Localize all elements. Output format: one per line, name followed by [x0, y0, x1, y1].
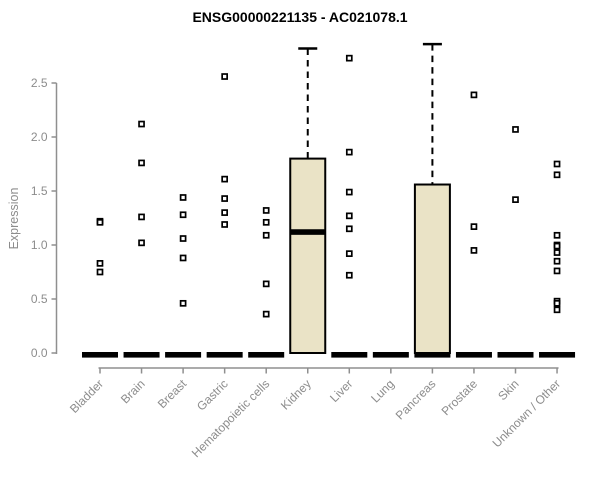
- zero-median-bar-bladder: [82, 352, 118, 358]
- outlier-point-breast-4: [179, 299, 187, 307]
- zero-median-bar-hematopoietic-cells: [248, 352, 285, 358]
- x-tick-label-skin: Skin: [495, 377, 521, 403]
- outlier-point-hematopoietic-cells-0: [262, 207, 270, 214]
- outlier-point-breast-1: [179, 211, 187, 219]
- outlier-point-liver-5: [345, 250, 353, 257]
- zero-median-bar-brain: [123, 352, 160, 358]
- outlier-point-liver-3: [345, 212, 353, 220]
- zero-median-bar-lung: [372, 352, 409, 358]
- y-tick-label: 1.5: [31, 184, 48, 198]
- x-tick-label-brain: Brain: [118, 377, 148, 407]
- box-pancreas: [413, 183, 451, 354]
- zero-median-bar-liver: [331, 352, 368, 358]
- outlier-point-liver-4: [345, 225, 353, 233]
- outlier-point-unknown-other-2: [553, 231, 561, 239]
- outlier-point-bladder-1: [96, 218, 104, 226]
- outlier-point-brain-1: [138, 159, 145, 167]
- outlier-point-skin-0: [512, 126, 519, 133]
- outlier-point-breast-3: [179, 254, 187, 262]
- outlier-point-unknown-other-1: [553, 171, 561, 179]
- outlier-point-prostate-1: [470, 223, 478, 230]
- y-tick-label: 2.0: [31, 130, 48, 144]
- plot-area: 0.0 0.5 1.0 1.5 2.0 2.5 Bladder Brain Breast Gast…: [31, 42, 576, 460]
- outlier-point-hematopoietic-cells-1: [262, 218, 270, 226]
- x-tick-label-hematopoietic-cells: Hematopoietic cells: [189, 377, 272, 460]
- x-tick-label-liver: Liver: [327, 377, 355, 405]
- outlier-point-prostate-2: [470, 247, 478, 254]
- outlier-point-liver-0: [345, 54, 353, 62]
- outlier-point-unknown-other-9: [553, 299, 561, 307]
- zero-median-bar-prostate: [455, 352, 492, 358]
- outlier-point-gastric-2: [221, 195, 228, 202]
- outlier-point-gastric-4: [221, 221, 228, 228]
- y-tick-label: 1.0: [31, 238, 48, 252]
- outlier-point-unknown-other-5: [553, 249, 561, 256]
- y-tick-label: 2.5: [31, 76, 48, 90]
- outlier-point-unknown-other-4: [553, 242, 561, 250]
- outlier-point-liver-1: [345, 148, 353, 156]
- median-kidney: [290, 229, 326, 235]
- chart-title: ENSG00000221135 - AC021078.1: [192, 9, 407, 25]
- zero-median-bar-gastric: [206, 352, 243, 358]
- outlier-point-brain-3: [138, 239, 145, 247]
- outlier-point-gastric-3: [221, 209, 228, 216]
- outlier-point-brain-2: [138, 213, 145, 221]
- zero-median-bar-pancreas: [414, 352, 451, 358]
- x-tick-label-bladder: Bladder: [67, 377, 106, 416]
- outlier-point-hematopoietic-cells-2: [262, 231, 270, 239]
- y-tick-label: 0.5: [31, 292, 48, 306]
- zero-median-bar-unknown-other: [539, 352, 576, 358]
- outlier-point-unknown-other-7: [553, 267, 561, 275]
- outlier-point-skin-1: [512, 196, 519, 203]
- outlier-point-breast-2: [179, 235, 187, 242]
- x-tick-label-pancreas: Pancreas: [393, 377, 439, 423]
- x-tick-label-kidney: Kidney: [278, 377, 314, 413]
- outlier-point-gastric-1: [221, 175, 228, 183]
- x-tick-label-gastric: Gastric: [194, 377, 231, 414]
- zero-median-bar-skin: [497, 352, 534, 358]
- outlier-point-prostate-0: [470, 91, 478, 99]
- y-tick-label: 0.0: [31, 346, 48, 360]
- outlier-point-unknown-other-0: [553, 160, 561, 168]
- outlier-point-brain-0: [138, 120, 145, 128]
- box-kidney: [289, 157, 327, 354]
- outlier-point-unknown-other-10: [553, 306, 561, 314]
- y-axis-label: Expression: [7, 188, 21, 250]
- x-tick-label-breast: Breast: [155, 376, 190, 411]
- outlier-point-unknown-other-6: [553, 257, 561, 265]
- outlier-point-bladder-2: [96, 260, 104, 267]
- x-tick-label-prostate: Prostate: [439, 377, 481, 419]
- outlier-point-hematopoietic-cells-4: [262, 310, 270, 318]
- outlier-point-liver-2: [345, 188, 353, 196]
- x-tick-label-lung: Lung: [368, 377, 397, 406]
- zero-median-bar-breast: [165, 352, 202, 358]
- outlier-point-breast-0: [179, 194, 187, 201]
- outlier-point-bladder-3: [96, 268, 104, 276]
- outlier-point-hematopoietic-cells-3: [262, 280, 270, 288]
- outlier-point-gastric-0: [221, 73, 228, 80]
- outlier-point-liver-6: [345, 271, 353, 279]
